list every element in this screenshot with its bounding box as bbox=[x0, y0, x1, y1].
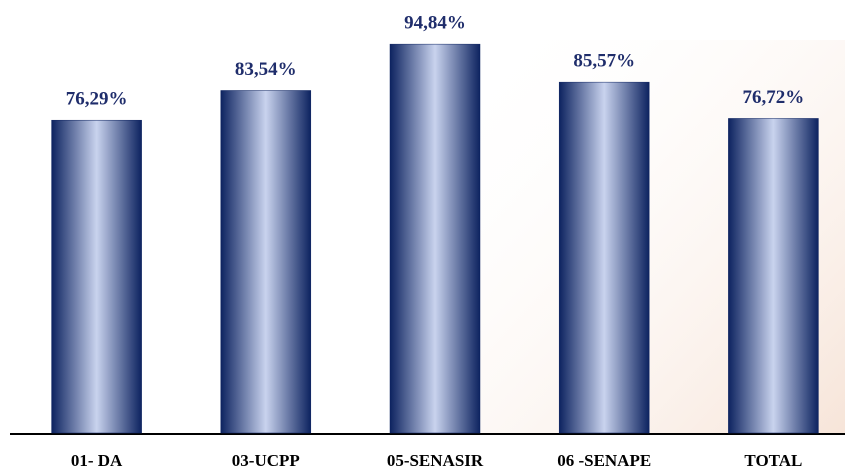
value-label: 83,54% bbox=[235, 59, 297, 80]
value-label: 94,84% bbox=[404, 13, 466, 34]
bar bbox=[51, 119, 142, 434]
value-label: 76,29% bbox=[66, 89, 128, 110]
x-tick-label: 03-UCPP bbox=[232, 451, 300, 470]
x-tick-label: TOTAL bbox=[744, 451, 802, 470]
value-label: 85,57% bbox=[573, 51, 635, 72]
bar bbox=[389, 43, 481, 434]
value-label: 76,72% bbox=[743, 87, 805, 108]
bar bbox=[558, 81, 650, 434]
x-tick-label: 01- DA bbox=[71, 451, 123, 470]
x-tick-label: 05-SENASIR bbox=[387, 451, 484, 470]
bar bbox=[220, 90, 312, 434]
x-tick-label: 06 -SENAPE bbox=[557, 451, 651, 470]
bar bbox=[728, 118, 819, 434]
